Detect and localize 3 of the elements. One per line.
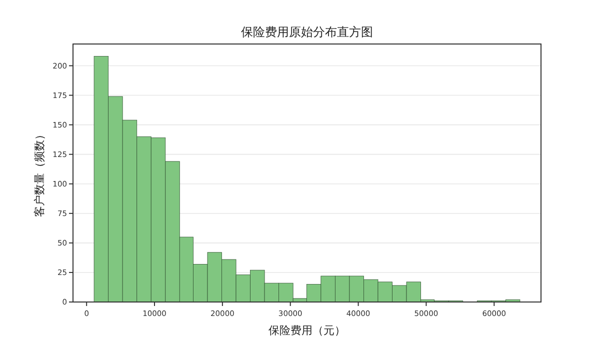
y-axis-title: 客户数量（频数） (33, 129, 46, 217)
x-axis-title: 保险费用（元） (268, 324, 346, 337)
chart-title: 保险费用原始分布直方图 (241, 25, 373, 39)
